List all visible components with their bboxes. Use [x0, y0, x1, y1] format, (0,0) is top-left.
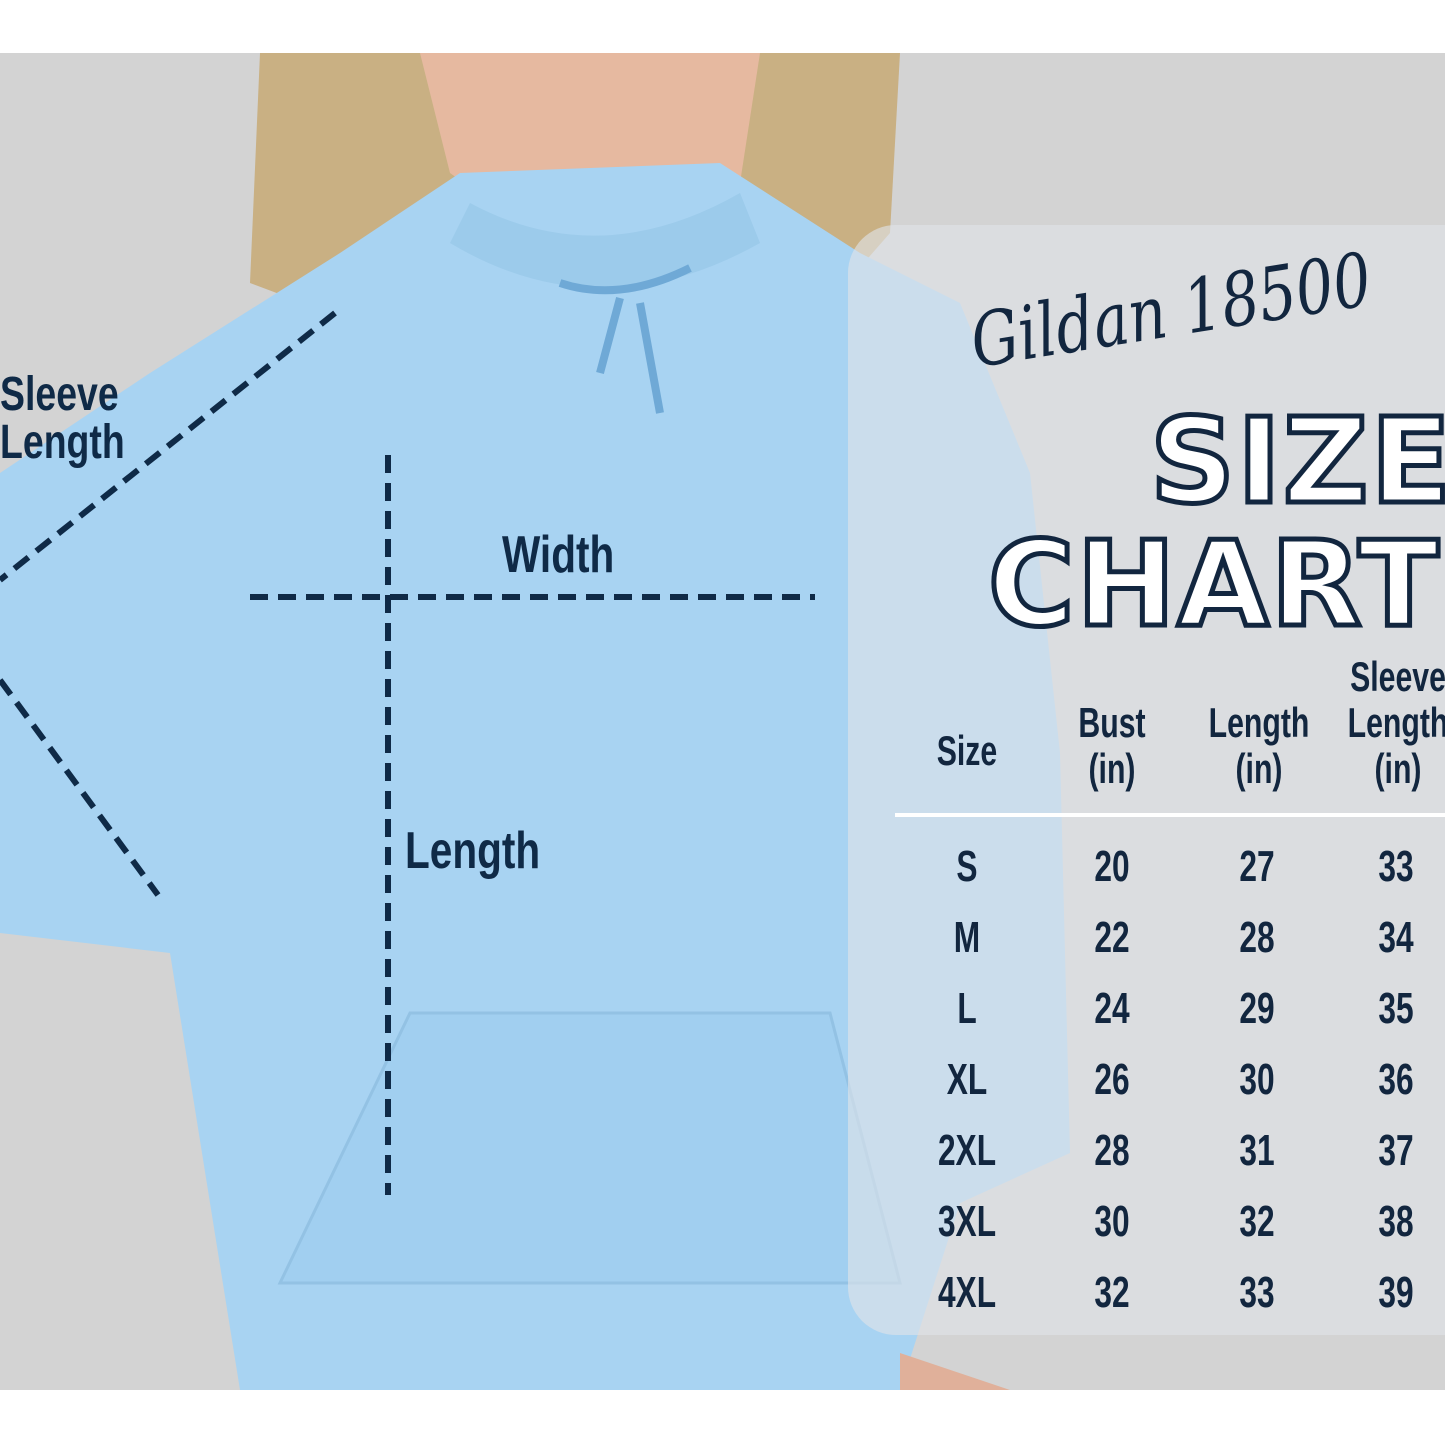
- cell-size: 3XL: [937, 1197, 997, 1246]
- cell-length: 33: [1239, 1268, 1275, 1317]
- cell-size: XL: [946, 1055, 988, 1104]
- cell-sleeve-length: 35: [1378, 984, 1414, 1033]
- length-label: Length: [405, 822, 541, 880]
- cell-length: 31: [1239, 1126, 1275, 1175]
- drawstring: [558, 264, 692, 414]
- cell-bust: 28: [1094, 1126, 1130, 1175]
- cell-length: 28: [1239, 913, 1275, 962]
- header-length-line1: Length: [1208, 699, 1310, 746]
- header-bust-line2: (in): [1088, 745, 1136, 792]
- cell-size: M: [953, 913, 981, 962]
- cell-length: 30: [1239, 1055, 1275, 1104]
- cell-length: 32: [1239, 1197, 1275, 1246]
- sleeve-length-label: Sleeve Length: [0, 371, 125, 467]
- cell-sleeve-length: 33: [1378, 842, 1414, 891]
- header-bust-line1: Bust: [1078, 699, 1146, 746]
- sleeve-label-line2: Length: [0, 416, 125, 469]
- cell-length: 29: [1239, 984, 1275, 1033]
- cell-bust: 32: [1094, 1268, 1130, 1317]
- header-sleeve-line1: Sleeve: [1350, 653, 1445, 700]
- header-size: Size: [936, 727, 998, 774]
- cell-sleeve-length: 34: [1378, 913, 1414, 962]
- size-chart-panel: [848, 225, 1445, 1335]
- cell-size: 4XL: [937, 1268, 997, 1317]
- cell-sleeve-length: 36: [1378, 1055, 1414, 1104]
- cell-length: 27: [1239, 842, 1275, 891]
- header-sleeve-line2: Length: [1347, 699, 1445, 746]
- leg: [900, 1353, 1010, 1390]
- cell-bust: 30: [1094, 1197, 1130, 1246]
- header-bust: Bust (in): [1040, 700, 1184, 792]
- cell-size: S: [956, 842, 978, 891]
- hoodie-illustration: [0, 53, 1070, 1390]
- cell-sleeve-length: 39: [1378, 1268, 1414, 1317]
- header-length: Length (in): [1187, 700, 1331, 792]
- cell-bust: 26: [1094, 1055, 1130, 1104]
- header-divider: [895, 813, 1445, 817]
- title-size: SIZE: [1147, 390, 1445, 533]
- hood-collar: [450, 193, 760, 288]
- width-label: Width: [502, 526, 615, 584]
- header-length-line2: (in): [1235, 745, 1283, 792]
- sleeve-dash-line: [0, 310, 337, 583]
- cell-sleeve-length: 37: [1378, 1126, 1414, 1175]
- sleeve-label-line1: Sleeve: [0, 368, 119, 421]
- cell-sleeve-length: 38: [1378, 1197, 1414, 1246]
- cell-bust: 22: [1094, 913, 1130, 962]
- sleeve-dash-line-lower: [0, 678, 161, 897]
- cell-size: 2XL: [937, 1126, 997, 1175]
- header-sleeve-line3: (in): [1374, 745, 1422, 792]
- header-sleeve-length: Sleeve Length (in): [1326, 654, 1445, 792]
- cell-size: L: [957, 984, 977, 1033]
- title-chart: CHART: [986, 513, 1442, 656]
- cell-bust: 24: [1094, 984, 1130, 1033]
- cell-bust: 20: [1094, 842, 1130, 891]
